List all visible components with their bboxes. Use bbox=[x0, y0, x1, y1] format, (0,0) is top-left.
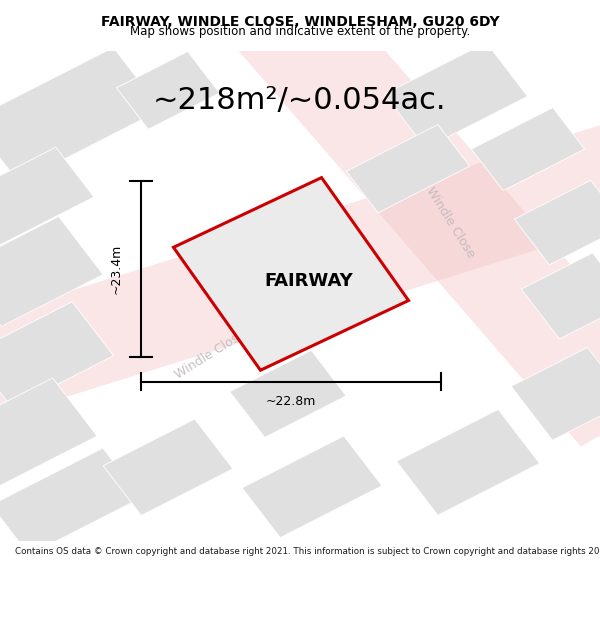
Polygon shape bbox=[116, 51, 220, 129]
Polygon shape bbox=[346, 124, 470, 212]
Polygon shape bbox=[521, 253, 600, 339]
Polygon shape bbox=[514, 180, 600, 265]
Polygon shape bbox=[230, 350, 346, 438]
Polygon shape bbox=[0, 378, 97, 488]
Polygon shape bbox=[0, 113, 600, 430]
Polygon shape bbox=[221, 0, 600, 446]
Text: FAIRWAY, WINDLE CLOSE, WINDLESHAM, GU20 6DY: FAIRWAY, WINDLE CLOSE, WINDLESHAM, GU20 … bbox=[101, 16, 499, 29]
Text: Contains OS data © Crown copyright and database right 2021. This information is : Contains OS data © Crown copyright and d… bbox=[15, 548, 600, 556]
Text: ~218m²/~0.054ac.: ~218m²/~0.054ac. bbox=[153, 86, 447, 114]
Polygon shape bbox=[511, 348, 600, 440]
Text: ~23.4m: ~23.4m bbox=[110, 244, 123, 294]
Polygon shape bbox=[0, 148, 94, 249]
Polygon shape bbox=[0, 216, 103, 326]
Polygon shape bbox=[0, 48, 161, 182]
Text: Windle Close: Windle Close bbox=[172, 328, 248, 382]
Text: ~22.8m: ~22.8m bbox=[266, 395, 316, 408]
Polygon shape bbox=[397, 409, 539, 515]
Polygon shape bbox=[0, 302, 113, 408]
Text: Map shows position and indicative extent of the property.: Map shows position and indicative extent… bbox=[130, 26, 470, 39]
Text: FAIRWAY: FAIRWAY bbox=[265, 272, 353, 290]
Text: Windle Close: Windle Close bbox=[423, 185, 477, 260]
Polygon shape bbox=[472, 107, 584, 191]
Polygon shape bbox=[385, 42, 527, 148]
Polygon shape bbox=[103, 419, 233, 516]
Polygon shape bbox=[0, 448, 141, 555]
Polygon shape bbox=[242, 436, 382, 538]
Polygon shape bbox=[173, 177, 409, 370]
